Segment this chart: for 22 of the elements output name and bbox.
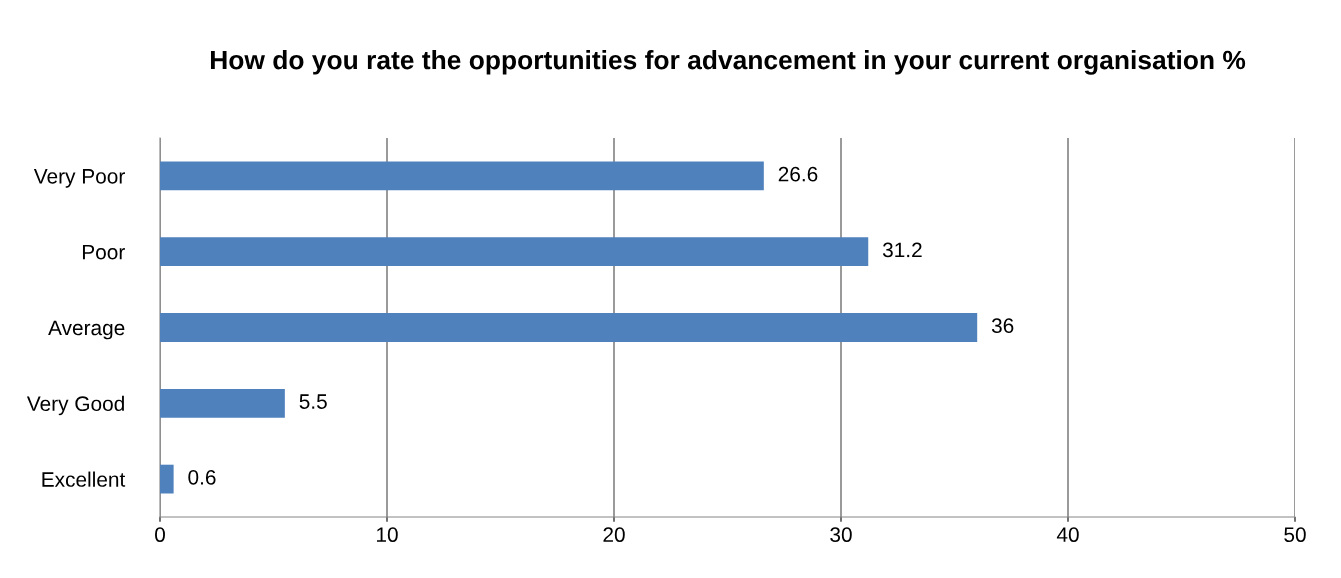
x-tick-label: 50 (1284, 527, 1306, 543)
data-label: 26.6 (778, 166, 818, 182)
x-tick-label: 20 (603, 527, 625, 543)
y-tick-label: Very Poor (33, 169, 125, 188)
y-tick-label: Average (48, 320, 125, 340)
bar (160, 388, 285, 418)
chart-title: How do you rate the opportunities for advancement in your current organisation % (210, 50, 1246, 75)
x-tick-label: 0 (155, 527, 165, 543)
bar (160, 313, 978, 342)
bar (160, 464, 174, 494)
data-label: 0.6 (188, 469, 216, 485)
x-tick-label: 10 (377, 527, 398, 543)
x-tick-label: 30 (830, 527, 852, 543)
x-tick-label: 40 (1056, 527, 1079, 543)
y-tick-label: Very Good (26, 395, 124, 416)
data-label: 31.2 (882, 242, 922, 258)
y-tick-label: Excellent (42, 471, 126, 487)
data-label: 36 (991, 318, 1014, 334)
bar (160, 237, 869, 267)
y-tick-label: Poor (82, 244, 125, 260)
bar (160, 161, 764, 191)
data-label: 5.5 (299, 394, 327, 409)
